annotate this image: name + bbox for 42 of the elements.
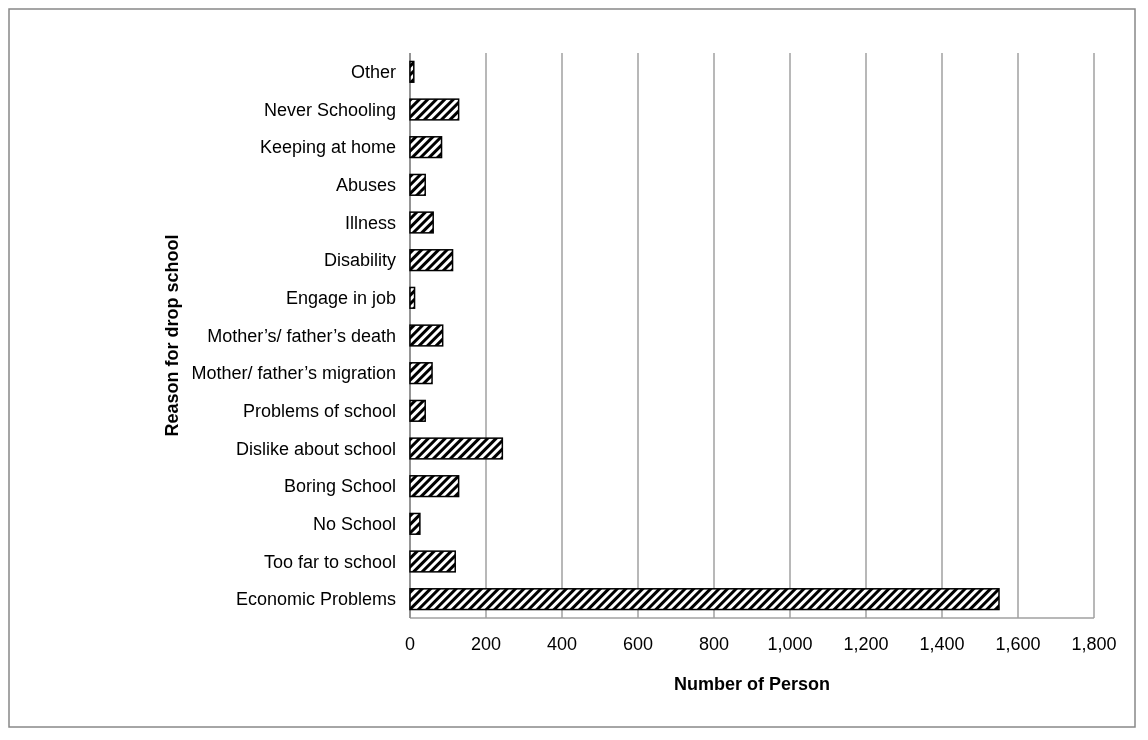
y-tick-label: Other xyxy=(350,62,396,83)
y-tick-label: Never Schooling xyxy=(263,99,396,120)
bar xyxy=(409,362,433,385)
bar xyxy=(409,136,443,159)
x-tick-label: 1,200 xyxy=(843,634,889,654)
x-tick-label: 0 xyxy=(404,634,416,654)
y-tick-label: Keeping at home xyxy=(259,137,396,158)
bar xyxy=(409,286,416,309)
bar xyxy=(409,98,460,121)
y-tick-label: No School xyxy=(312,514,396,535)
y-tick-label: Engage in job xyxy=(285,288,396,309)
y-tick-label: Abuses xyxy=(335,175,396,196)
bar xyxy=(409,588,1000,611)
y-axis-title: Reason for drop school xyxy=(162,234,182,437)
x-tick-label: 1,600 xyxy=(995,634,1041,654)
bar xyxy=(409,550,456,573)
bar xyxy=(409,324,444,347)
bar xyxy=(409,399,426,422)
bar xyxy=(409,211,434,234)
x-tick-label: 1,000 xyxy=(767,634,813,654)
y-tick-label: Dislike about school xyxy=(235,438,396,459)
x-tick-label: 600 xyxy=(622,634,654,654)
bar xyxy=(409,437,504,460)
y-tick-label: Too far to school xyxy=(263,551,396,572)
x-tick-label: 800 xyxy=(698,634,730,654)
bar xyxy=(409,475,460,498)
x-tick-label: 1,800 xyxy=(1071,634,1117,654)
y-tick-label: Mother’s/ father’s death xyxy=(207,325,396,346)
bar xyxy=(409,173,426,196)
x-axis-title: Number of Person xyxy=(673,674,831,694)
y-tick-label: Boring School xyxy=(283,476,396,497)
y-tick-label: Economic Problems xyxy=(235,589,396,610)
bar xyxy=(409,60,415,83)
bar xyxy=(409,512,421,535)
x-tick-label: 200 xyxy=(470,634,502,654)
y-tick-label: Disability xyxy=(323,250,396,271)
x-tick-label: 400 xyxy=(546,634,578,654)
y-tick-label: Mother/ father’s migration xyxy=(191,363,396,384)
bar xyxy=(409,249,454,272)
y-tick-label: Problems of school xyxy=(242,401,396,422)
y-tick-label: Illness xyxy=(344,212,396,233)
x-tick-label: 1,400 xyxy=(919,634,965,654)
